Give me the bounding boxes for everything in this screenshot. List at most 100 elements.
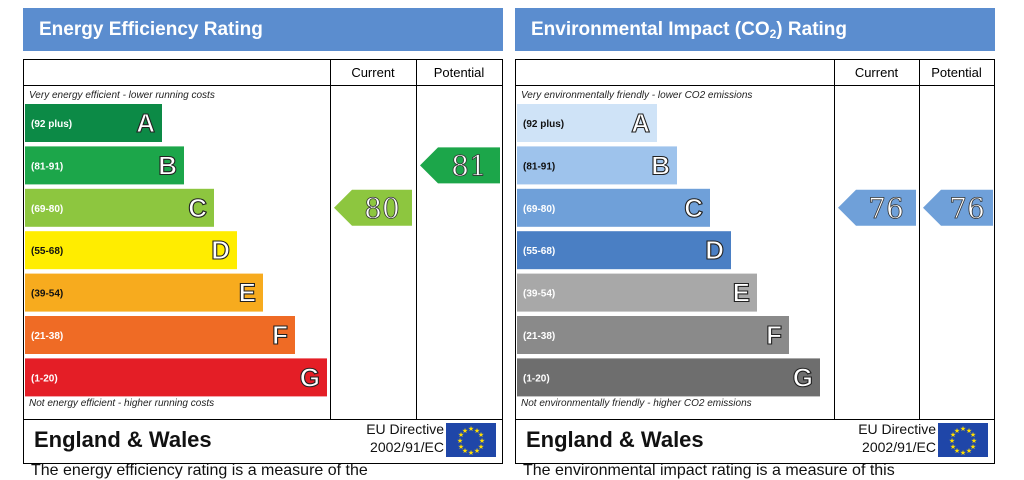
band-letter: C (188, 193, 207, 223)
potential-rating-value: 81 (451, 149, 487, 182)
svg-text:★: ★ (458, 431, 464, 439)
band-letter: D (705, 235, 724, 265)
band-letter: E (733, 278, 750, 308)
band-bar-g (25, 358, 327, 397)
band-letter: G (300, 362, 320, 392)
band-bar-a (517, 104, 657, 142)
svg-text:★: ★ (949, 437, 955, 445)
svg-text:★: ★ (458, 443, 464, 451)
svg-text:★: ★ (960, 449, 966, 457)
directive-line2: 2002/91/EC (862, 439, 936, 455)
svg-text:★: ★ (960, 425, 966, 433)
band-range-label: (55-68) (31, 246, 63, 257)
band-range-label: (69-80) (31, 204, 63, 215)
bottom-note: Not energy efficient - higher running co… (29, 398, 215, 409)
environmental-rating-bars: (92 plus) A (81-91) B (69-80) C (55-68) D (39-54… (517, 104, 993, 397)
svg-text:★: ★ (954, 447, 960, 455)
svg-text:★: ★ (966, 427, 972, 435)
band-letter: F (766, 320, 782, 350)
band-bar-b (25, 146, 184, 185)
band-letter: B (158, 150, 177, 180)
band-letter: A (631, 108, 650, 138)
potential-rating-value: 76 (949, 192, 985, 225)
band-bar-a (25, 104, 162, 142)
band-bar-c (517, 188, 710, 227)
svg-text:★: ★ (479, 437, 485, 445)
band-letter: F (272, 320, 288, 350)
svg-text:★: ★ (950, 443, 956, 451)
column-header-potential: Potential (433, 65, 485, 80)
bottom-note: Not environmentally friendly - higher CO… (521, 398, 752, 409)
energy-rating-bars: (92 plus) A (81-91) B (69-80) C (55-68) D (39-54… (25, 104, 500, 397)
column-header-current: Current (351, 65, 395, 80)
potential-rating-arrow (923, 189, 993, 226)
band-letter: E (239, 278, 256, 308)
current-rating-arrow (838, 189, 916, 226)
energy-efficiency-table: Current Potential Very energy efficient … (23, 59, 503, 464)
caption: The environmental impact rating is a mea… (523, 462, 895, 479)
svg-text:★: ★ (474, 427, 480, 435)
caption: The energy efficiency rating is a measur… (31, 462, 368, 479)
band-range-label: (21-38) (523, 331, 555, 342)
band-bar-d (517, 231, 731, 270)
energy-efficiency-panel: Energy Efficiency Rating Current Potenti… (23, 8, 503, 479)
footer-title: England & Wales (34, 427, 212, 452)
environmental-impact-title: Environmental Impact (CO2) Rating (515, 8, 995, 51)
svg-text:★: ★ (474, 447, 480, 455)
band-letter: D (211, 235, 230, 265)
band-bar-e (517, 273, 757, 312)
band-letter: G (793, 362, 813, 392)
svg-text:★: ★ (971, 437, 977, 445)
svg-text:★: ★ (970, 443, 976, 451)
environmental-impact-panel: Environmental Impact (CO2) Rating Curren… (515, 8, 995, 479)
band-range-label: (69-80) (523, 204, 555, 215)
band-range-label: (1-20) (31, 373, 58, 384)
band-range-label: (39-54) (523, 289, 555, 300)
band-range-label: (92 plus) (523, 119, 564, 130)
band-bar-g (517, 358, 820, 397)
svg-text:★: ★ (478, 431, 484, 439)
eu-flag-icon: ★ ★ ★ ★ ★ ★ ★ ★ ★ ★ ★ ★ (446, 423, 496, 457)
environmental-impact-table: Current Potential Very environmentally f… (515, 59, 995, 464)
top-note: Very environmentally friendly - lower CO… (521, 90, 753, 101)
band-range-label: (1-20) (523, 373, 550, 384)
eu-flag-icon: ★ ★ ★ ★ ★ ★ ★ ★ ★ ★ ★ ★ (938, 423, 988, 457)
band-bar-b (517, 146, 677, 185)
column-header-current: Current (854, 65, 899, 80)
current-rating-value: 80 (364, 192, 400, 225)
eu-directive: EU Directive 2002/91/EC (846, 420, 936, 456)
energy-efficiency-title: Energy Efficiency Rating (23, 8, 503, 51)
current-rating-value: 76 (868, 192, 904, 225)
svg-text:★: ★ (954, 427, 960, 435)
band-bar-c (25, 188, 214, 227)
band-range-label: (92 plus) (31, 119, 72, 130)
band-range-label: (81-91) (31, 161, 63, 172)
svg-text:★: ★ (970, 431, 976, 439)
svg-text:★: ★ (468, 449, 474, 457)
band-letter: A (136, 108, 155, 138)
band-range-label: (21-38) (31, 331, 63, 342)
current-rating-arrow (334, 189, 412, 226)
band-range-label: (55-68) (523, 246, 555, 257)
top-note: Very energy efficient - lower running co… (29, 90, 215, 101)
band-range-label: (81-91) (523, 161, 555, 172)
directive-line1: EU Directive (366, 421, 444, 437)
eu-directive: EU Directive 2002/91/EC (354, 420, 444, 456)
potential-rating-arrow (420, 147, 500, 184)
band-bar-f (517, 316, 789, 354)
svg-text:★: ★ (478, 443, 484, 451)
eu-stars-icon: ★ ★★ ★★★ ★★★ ★★★ (457, 425, 485, 457)
svg-text:★: ★ (950, 431, 956, 439)
eu-stars-icon: ★ ★★ ★★★ ★★★ ★★★ (949, 425, 977, 457)
band-bar-e (25, 273, 263, 312)
svg-text:★: ★ (966, 447, 972, 455)
band-bar-f (25, 316, 295, 354)
svg-text:★: ★ (462, 447, 468, 455)
band-bar-d (25, 231, 237, 270)
band-range-label: (39-54) (31, 289, 63, 300)
footer-title: England & Wales (526, 427, 704, 452)
band-letter: B (651, 150, 670, 180)
band-letter: C (684, 193, 703, 223)
svg-text:★: ★ (462, 427, 468, 435)
svg-text:★: ★ (468, 425, 474, 433)
